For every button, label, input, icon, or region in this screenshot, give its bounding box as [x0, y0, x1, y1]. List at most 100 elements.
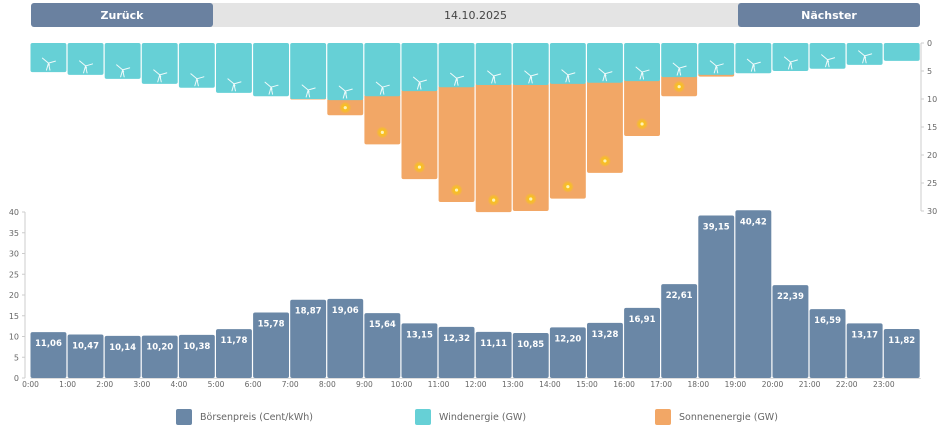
energy-bar-group — [883, 43, 920, 61]
wind-bar — [141, 43, 178, 84]
energy-bar-group — [846, 43, 883, 65]
price-axis-tick-label: 35 — [9, 229, 19, 238]
wind-bar — [809, 43, 846, 69]
price-bar — [772, 285, 809, 378]
price-axis-tick-label: 40 — [9, 208, 19, 217]
solar-bar — [475, 83, 512, 213]
price-x-tick-label: 19:00 — [725, 380, 747, 389]
legend-item-solar[interactable]: Sonnenenergie (GW) — [655, 409, 778, 425]
legend-label-price: Börsenpreis (Cent/kWh) — [200, 411, 313, 423]
energy-bar-group — [587, 43, 623, 173]
wind-bar — [216, 43, 252, 93]
wind-bar — [661, 43, 698, 78]
price-x-tick-label: 7:00 — [282, 380, 299, 389]
legend-item-price[interactable]: Börsenpreis (Cent/kWh) — [176, 409, 313, 425]
wind-bar — [401, 43, 438, 92]
wind-turbine-icon — [190, 73, 205, 87]
wind-turbine-icon — [598, 68, 613, 82]
price-value-label: 13,15 — [406, 330, 433, 340]
price-value-label: 39,15 — [703, 223, 730, 233]
chart-legend: Börsenpreis (Cent/kWh) Windenergie (GW) … — [0, 409, 940, 431]
price-x-tick-label: 18:00 — [687, 380, 709, 389]
energy-bar-group — [624, 43, 660, 136]
energy-axis-tick-label: 5 — [927, 67, 932, 76]
wind-turbine-icon — [746, 58, 761, 72]
price-bar — [141, 335, 178, 378]
price-chart: 0 5 10 15 20 25 30 35 40 11,06 10,47 10,14 10,20 10,… — [9, 208, 921, 389]
price-x-tick-label: 10:00 — [391, 380, 413, 389]
next-day-button[interactable]: Nächster — [738, 3, 920, 27]
wind-bar — [846, 43, 883, 65]
wind-bar — [772, 43, 809, 71]
price-value-label: 11,06 — [35, 339, 62, 349]
wind-bar — [364, 43, 401, 97]
energy-bar-group — [735, 43, 772, 74]
wind-turbine-icon — [227, 78, 242, 92]
wind-turbine-icon — [821, 54, 836, 68]
energy-axis-tick-label: 20 — [927, 151, 937, 160]
wind-turbine-icon — [116, 64, 131, 78]
solar-bar — [624, 79, 660, 136]
price-value-label: 18,87 — [295, 307, 322, 317]
price-bar — [178, 334, 215, 378]
price-value-label: 11,78 — [221, 336, 248, 346]
previous-day-button[interactable]: Zurück — [31, 3, 213, 27]
sun-icon-center — [454, 188, 459, 192]
sun-icon-center — [417, 165, 422, 169]
wind-turbine-icon — [524, 70, 539, 84]
current-date: 14.10.2025 — [444, 8, 507, 22]
wind-turbine-icon — [41, 57, 56, 71]
price-value-label: 15,78 — [258, 320, 285, 330]
energy-bar-group — [216, 43, 252, 93]
price-bar — [401, 323, 438, 378]
energy-bar-group — [475, 43, 512, 213]
sun-icon-center — [492, 198, 496, 202]
wind-turbine-icon — [412, 76, 427, 90]
price-x-tick-label: 8:00 — [319, 380, 336, 389]
wind-bar — [253, 43, 289, 97]
price-bar — [735, 210, 772, 378]
solar-bar — [364, 94, 401, 145]
solar-bar — [549, 81, 586, 199]
wind-bar — [624, 43, 660, 82]
price-bar — [253, 312, 289, 378]
price-x-tick-label: 6:00 — [245, 380, 262, 389]
price-x-tick-label: 15:00 — [576, 380, 598, 389]
price-bar — [327, 298, 364, 378]
solar-bar — [512, 83, 549, 211]
price-bar — [216, 329, 252, 378]
energy-generation-chart: 0 5 10 15 20 25 30 — [30, 39, 937, 216]
price-bar — [364, 313, 401, 378]
wind-turbine-icon — [783, 56, 798, 70]
energy-bar-group — [772, 43, 809, 71]
legend-item-wind[interactable]: Windenergie (GW) — [415, 409, 526, 425]
price-value-label: 12,32 — [443, 334, 470, 344]
wind-turbine-icon — [79, 60, 94, 74]
solar-bar — [401, 89, 438, 180]
price-bar — [846, 323, 883, 378]
price-x-tick-label: 3:00 — [133, 380, 150, 389]
price-x-tick-label: 23:00 — [873, 380, 895, 389]
wind-turbine-icon — [264, 81, 279, 95]
price-x-tick-label: 13:00 — [502, 380, 524, 389]
sun-icon-center — [677, 85, 681, 89]
energy-bar-group — [809, 43, 846, 69]
price-x-axis: 0:00 1:00 2:00 3:00 4:00 5:00 6:00 7:00 8:00 9:00… — [22, 378, 921, 389]
price-x-tick-label: 16:00 — [613, 380, 635, 389]
wind-turbine-icon — [672, 62, 687, 76]
price-y-axis: 0 5 10 15 20 25 30 35 40 — [9, 208, 26, 383]
wind-turbine-icon — [338, 85, 353, 99]
legend-swatch-wind — [415, 409, 431, 425]
energy-axis-tick-label: 30 — [927, 207, 937, 216]
price-value-label: 13,17 — [851, 330, 878, 340]
price-value-label: 19,06 — [332, 306, 359, 316]
price-x-tick-label: 21:00 — [799, 380, 821, 389]
energy-bar-group — [512, 43, 549, 211]
price-x-tick-label: 5:00 — [208, 380, 225, 389]
price-bar — [587, 322, 623, 378]
energy-bar-group — [364, 43, 401, 145]
wind-turbine-icon — [153, 69, 168, 83]
wind-bar — [178, 43, 215, 88]
price-x-tick-label: 1:00 — [59, 380, 76, 389]
price-bar — [661, 284, 698, 378]
